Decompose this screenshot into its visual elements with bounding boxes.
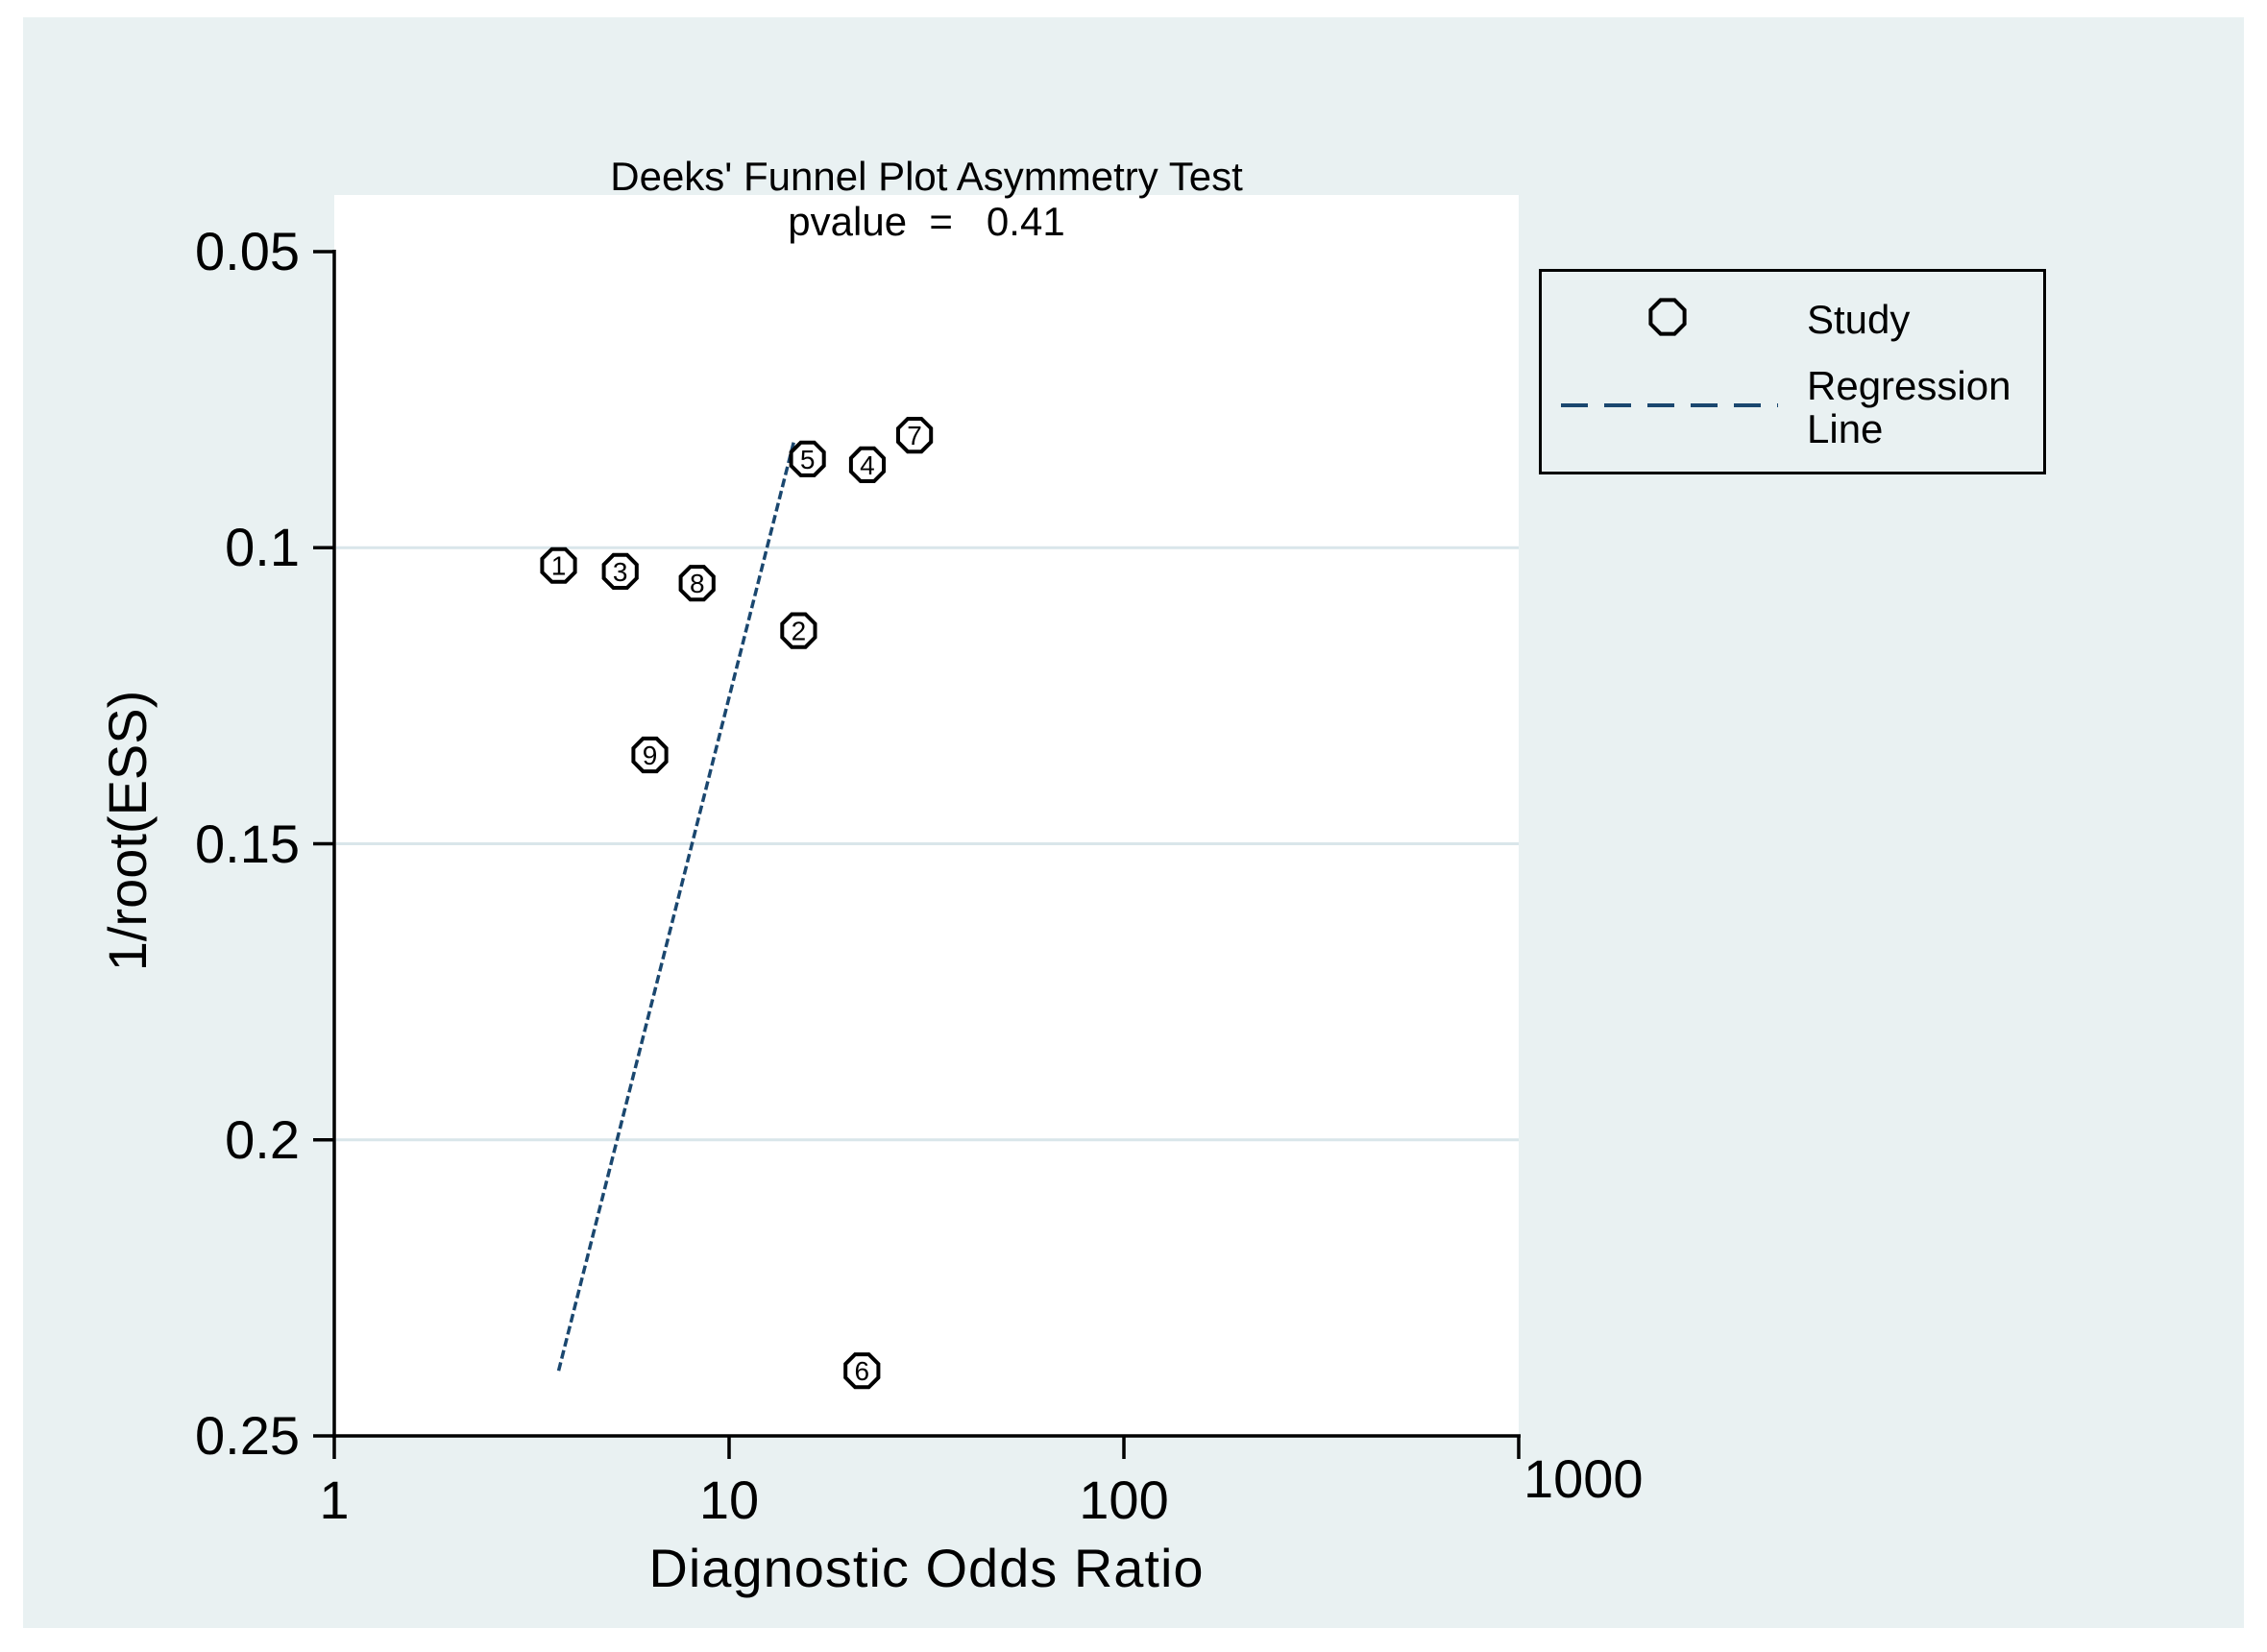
x-tick-label: 1 [319, 1470, 350, 1530]
study-marker-icon [1648, 298, 1687, 336]
study-marker-octagon [601, 552, 639, 590]
y-tick-label: 0.15 [195, 813, 300, 874]
y-tick-label: 0.1 [225, 517, 300, 578]
study-marker: 7 [896, 417, 934, 454]
study-marker: 8 [678, 565, 716, 602]
study-marker-number: 8 [690, 569, 705, 598]
study-marker-number: 2 [792, 617, 807, 646]
legend-study-label: Study [1807, 297, 1911, 342]
study-marker-octagon [631, 736, 669, 774]
study-marker-number: 3 [613, 557, 628, 587]
study-marker-octagon [540, 547, 577, 584]
chart-subtitle: pvalue = 0.41 [788, 199, 1065, 244]
y-tick-label: 0.2 [225, 1108, 300, 1170]
study-marker: 6 [843, 1352, 881, 1390]
study-marker-octagon [848, 446, 886, 483]
study-marker-octagon [678, 565, 716, 602]
study-marker-octagon [789, 440, 826, 477]
x-tick-label: 10 [698, 1470, 760, 1530]
study-marker-number: 5 [800, 445, 816, 474]
plot-area [334, 195, 1519, 1437]
dashed-line-icon [1561, 403, 1778, 407]
study-marker: 9 [631, 736, 669, 774]
study-marker-octagon [780, 612, 817, 649]
study-marker-octagon [1648, 298, 1687, 336]
study-marker-number: 6 [854, 1356, 869, 1386]
study-marker: 5 [789, 440, 826, 477]
y-tick-label: 0.25 [195, 1405, 300, 1466]
study-marker: 2 [780, 612, 817, 649]
x-tick-label: 1000 [1524, 1448, 1644, 1509]
legend-box: Study Regression Line [1539, 269, 2046, 474]
study-marker: 3 [601, 552, 639, 590]
x-tick-label: 100 [1079, 1470, 1169, 1530]
study-marker-number: 7 [907, 421, 922, 450]
y-tick-label: 0.05 [195, 221, 300, 281]
chart-title: Deeks' Funnel Plot Asymmetry Test [610, 154, 1243, 199]
study-marker-number: 4 [860, 450, 875, 480]
study-marker-number: 1 [551, 551, 567, 581]
x-axis-title: Diagnostic Odds Ratio [648, 1538, 1205, 1598]
study-marker: 1 [540, 547, 577, 584]
study-marker: 4 [848, 446, 886, 483]
study-marker-octagon [843, 1352, 881, 1390]
study-marker-number: 9 [643, 741, 658, 770]
regression-line [556, 440, 796, 1372]
study-marker-octagon [896, 417, 934, 454]
chart-title-block: Deeks' Funnel Plot Asymmetry Test pvalue… [334, 154, 1519, 244]
legend-regression-label: Regression Line [1807, 363, 2011, 451]
